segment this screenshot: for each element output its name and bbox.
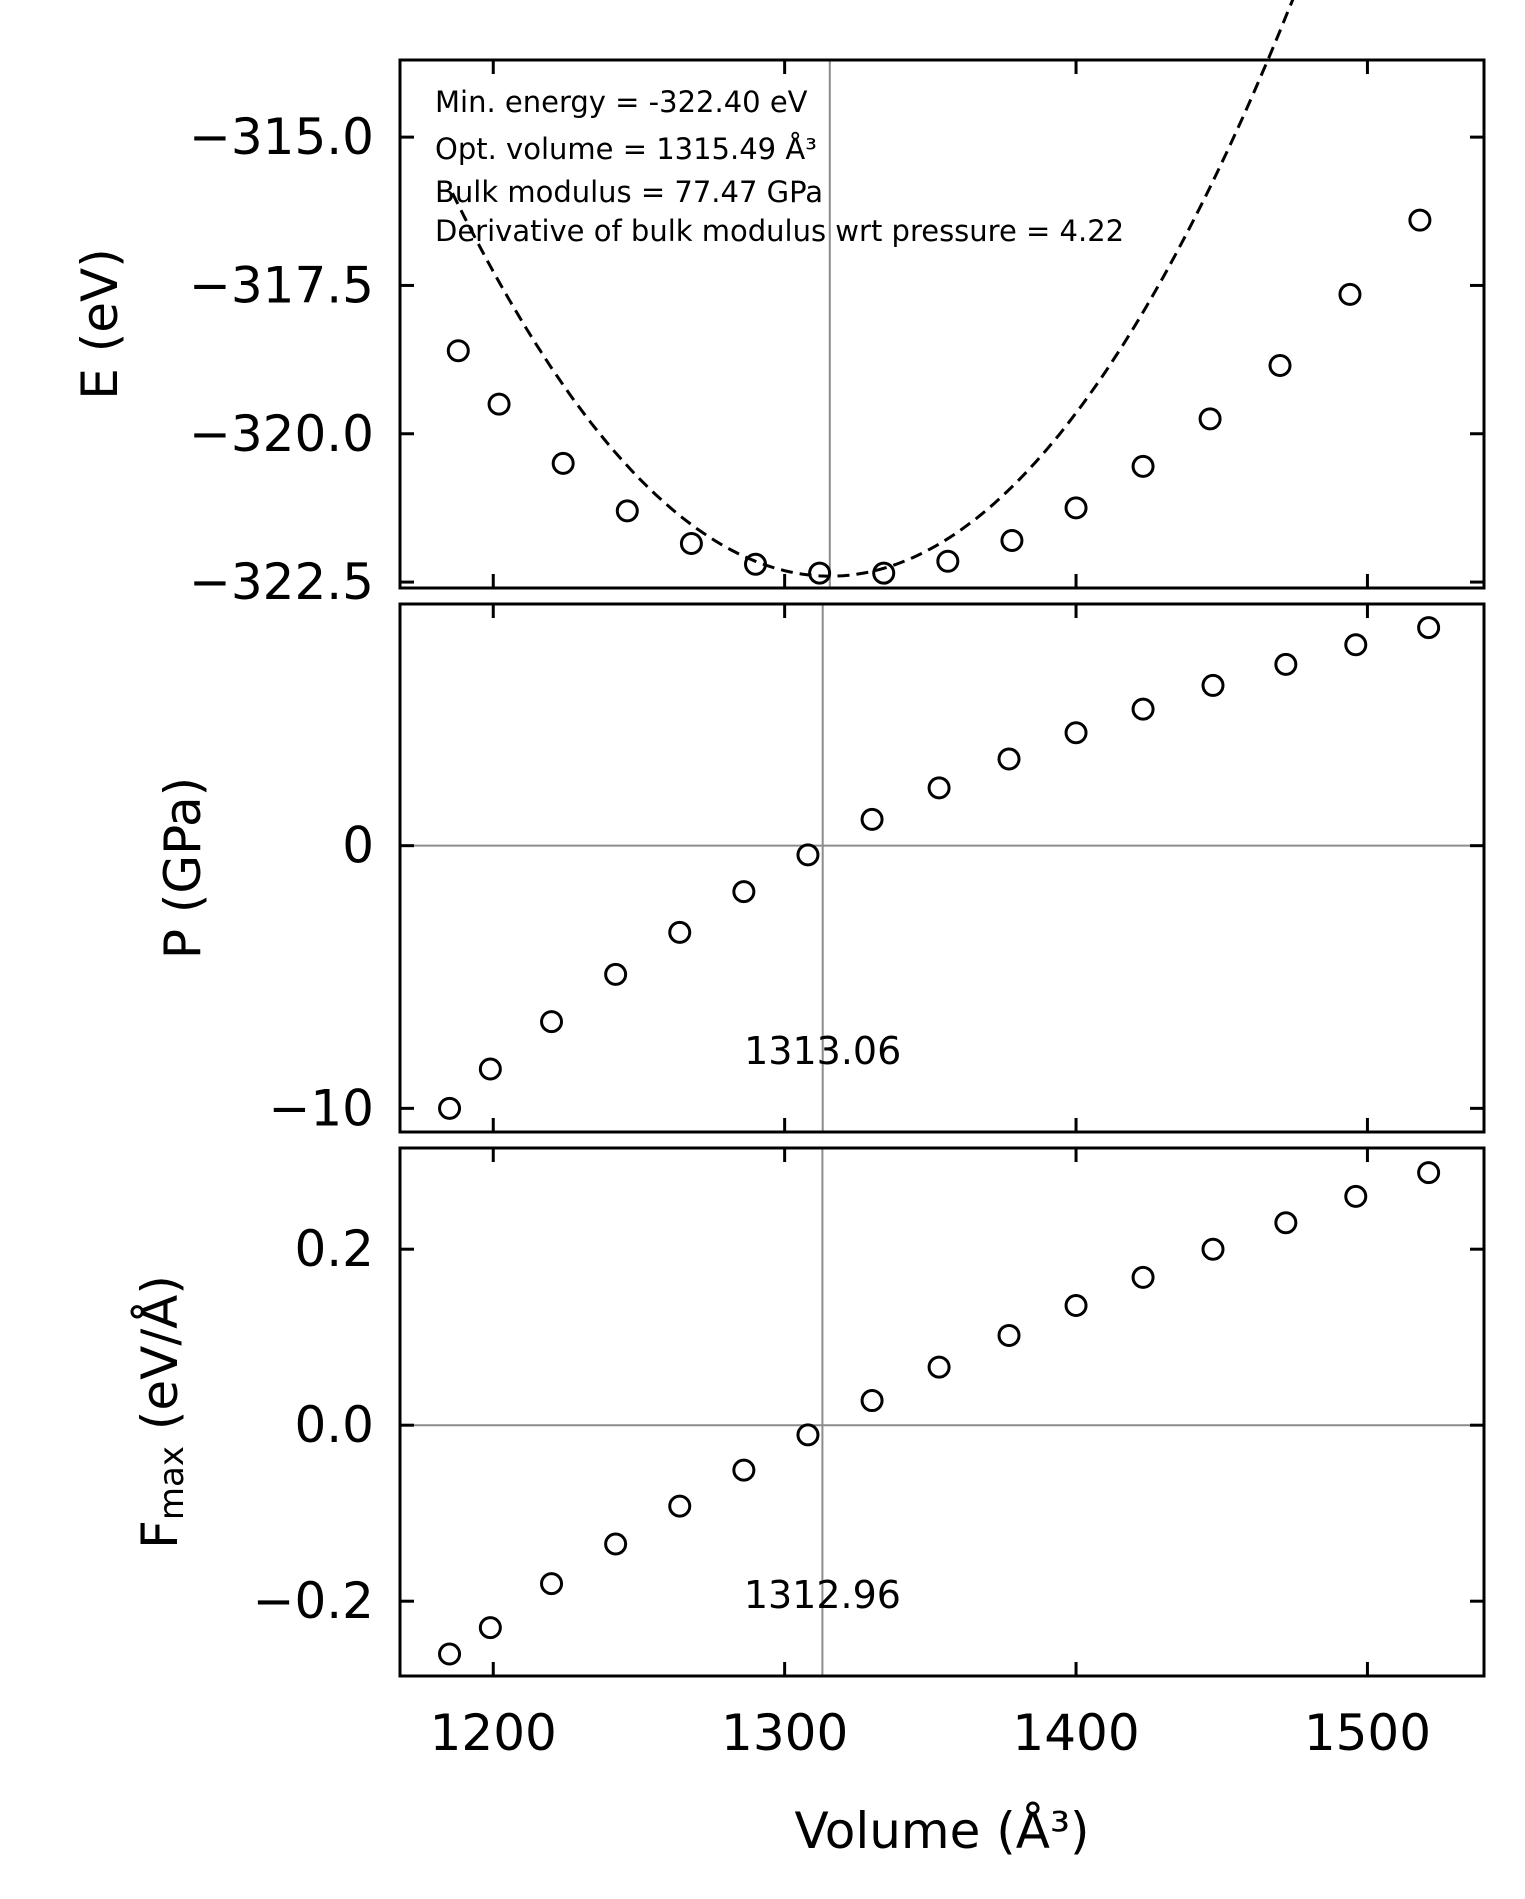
data-point [604, 962, 628, 986]
data-point [1000, 529, 1024, 553]
data-point [1201, 1237, 1225, 1261]
data-point [1408, 208, 1432, 232]
y-tick-label: −315.0 [189, 108, 374, 166]
data-point [732, 1458, 756, 1482]
energy-fit-annotation: Min. energy = -322.40 eV Opt. volume = 1… [435, 85, 1124, 248]
volume-xlabel: Volume (Å³) [794, 1802, 1089, 1860]
data-point [668, 920, 692, 944]
data-point [540, 1010, 564, 1034]
data-point [1131, 697, 1155, 721]
data-point [1274, 1211, 1298, 1235]
energy-plot-frame [398, 58, 1486, 590]
force-ylabel-unit [131, 1430, 189, 1446]
y-tick-label: 0.0 [294, 1396, 374, 1454]
data-point [1338, 282, 1362, 306]
data-point [668, 1494, 692, 1518]
data-point [551, 451, 575, 475]
data-point [1064, 496, 1088, 520]
data-point [936, 549, 960, 573]
y-tick-label: −322.5 [189, 553, 374, 611]
data-point [1344, 633, 1368, 657]
data-point [1274, 652, 1298, 676]
annotation-opt-volume: Opt. volume = 1315.49 Å³ [435, 132, 817, 166]
data-point [1064, 721, 1088, 745]
data-point [1131, 454, 1155, 478]
data-point [860, 1389, 884, 1413]
data-point [1201, 673, 1225, 697]
force-panel: 1312.96 1200 1300 1400 1500 0.2 0.0 −0.2 Fmax … [131, 1146, 1486, 1860]
data-point [487, 392, 511, 416]
force-ylabel-main: F [131, 1520, 189, 1549]
y-tick-label: 0 [342, 817, 374, 875]
annotation-bulk-modulus-derivative: Derivative of bulk modulus wrt pressure … [435, 214, 1124, 248]
annotation-min-energy: Min. energy = -322.40 eV [435, 85, 808, 119]
data-point [997, 1323, 1021, 1347]
data-point [438, 1642, 462, 1666]
data-point [796, 843, 820, 867]
force-ylabel-subscript: max [152, 1446, 192, 1520]
force-plot-frame [398, 1146, 1486, 1678]
data-point [1131, 1265, 1155, 1289]
data-point [744, 552, 768, 576]
y-tick-label: 0.2 [294, 1220, 374, 1278]
force-ylabel-unit-text: (eV/Å) [131, 1275, 189, 1430]
data-point [808, 561, 832, 585]
vertical-line-value-label: 1312.96 [744, 1573, 901, 1617]
data-point [927, 776, 951, 800]
y-tick-label: −317.5 [189, 256, 374, 314]
data-point [615, 499, 639, 523]
data-point [997, 747, 1021, 771]
data-point [1417, 1161, 1441, 1185]
x-tick-label: 1300 [721, 1704, 848, 1762]
vertical-line-value-label: 1313.06 [744, 1029, 901, 1073]
data-point [860, 807, 884, 831]
y-tick-label: −320.0 [189, 405, 374, 463]
data-point [438, 1096, 462, 1120]
data-point [927, 1355, 951, 1379]
data-point [1198, 407, 1222, 431]
data-point [604, 1532, 628, 1556]
data-point [478, 1616, 502, 1640]
pressure-ylabel: P (GPa) [154, 777, 212, 959]
pressure-panel: 1313.06 0 −10 P (GPa) [154, 602, 1486, 1137]
data-point [1344, 1184, 1368, 1208]
y-tick-label: −0.2 [253, 1572, 374, 1630]
data-point [732, 880, 756, 904]
data-point [872, 561, 896, 585]
pressure-plot-frame [398, 602, 1486, 1134]
data-point [1064, 1294, 1088, 1318]
energy-ylabel: E (eV) [71, 248, 129, 399]
data-point [1268, 354, 1292, 378]
data-point [478, 1057, 502, 1081]
y-tick-label: −10 [268, 1079, 374, 1137]
x-tick-label: 1500 [1304, 1704, 1431, 1762]
data-point [796, 1423, 820, 1447]
data-point [540, 1572, 564, 1596]
force-ylabel: Fmax (eV/Å) [131, 1275, 192, 1549]
x-tick-label: 1400 [1012, 1704, 1139, 1762]
x-tick-label: 1200 [430, 1704, 557, 1762]
data-point [679, 532, 703, 556]
data-point [446, 339, 470, 363]
energy-panel: −315.0 −317.5 −320.0 −322.5 E (eV) Min. ene… [71, 0, 1486, 611]
annotation-bulk-modulus: Bulk modulus = 77.47 GPa [435, 175, 823, 209]
fit-curve [451, 0, 1295, 578]
data-point [1417, 616, 1441, 640]
